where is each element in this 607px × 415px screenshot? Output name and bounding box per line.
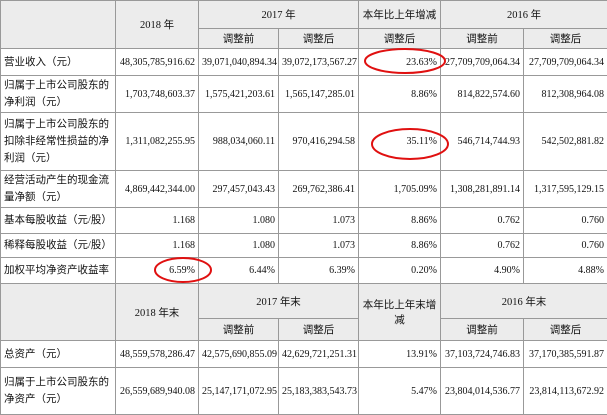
table-cell: 6.39% xyxy=(279,258,359,284)
table-cell: 39,072,173,567.27 xyxy=(279,49,359,76)
table-cell: 546,714,744.93 xyxy=(441,113,524,171)
table-cell: 归属于上市公司股东的净资产（元） xyxy=(1,368,116,415)
table-cell: 总资产（元） xyxy=(1,341,116,368)
table-cell: 1,311,082,255.95 xyxy=(116,113,199,171)
table-cell: 调整后 xyxy=(524,29,607,49)
table-cell: 2018 年末 xyxy=(116,284,199,341)
table-cell: 经营活动产生的现金流量净额（元） xyxy=(1,171,116,208)
table-cell: 调整后 xyxy=(279,319,359,341)
table-cell: 2017 年末 xyxy=(199,284,359,319)
table-cell: 27,709,709,064.34 xyxy=(524,49,607,76)
table-cell: 8.86% xyxy=(359,76,441,113)
table-cell: 2016 年末 xyxy=(441,284,607,319)
table-cell: 5.47% xyxy=(359,368,441,415)
table-cell: 调整前 xyxy=(199,29,279,49)
table-cell: 1,705.09% xyxy=(359,171,441,208)
table-cell: 1,308,281,891.14 xyxy=(441,171,524,208)
table-cell: 调整后 xyxy=(524,319,607,341)
table-cell: 本年比上年增减 xyxy=(359,1,441,29)
table-cell: 25,183,383,543.73 xyxy=(279,368,359,415)
table-cell: 1,317,595,129.15 xyxy=(524,171,607,208)
table-cell: 37,170,385,591.87 xyxy=(524,341,607,368)
table-cell: 调整前 xyxy=(441,29,524,49)
table-cell: 调整后 xyxy=(279,29,359,49)
table-cell: 42,629,721,251.31 xyxy=(279,341,359,368)
table-cell: 归属于上市公司股东的扣除非经常性损益的净利润（元） xyxy=(1,113,116,171)
table-cell: 调整前 xyxy=(441,319,524,341)
table-cell: 加权平均净资产收益率 xyxy=(1,258,116,284)
table-cell: 调整后 xyxy=(359,29,441,49)
table-cell: 2017 年 xyxy=(199,1,359,29)
table-cell: 1,703,748,603.37 xyxy=(116,76,199,113)
table-cell: 4.88% xyxy=(524,258,607,284)
table-cell: 8.86% xyxy=(359,234,441,258)
table-cell: 23,814,113,672.92 xyxy=(524,368,607,415)
table-cell: 42,575,690,855.09 xyxy=(199,341,279,368)
table-cell xyxy=(1,1,116,49)
table-cell: 0.760 xyxy=(524,234,607,258)
table-cell: 25,147,171,072.95 xyxy=(199,368,279,415)
table-cell: 23,804,014,536.77 xyxy=(441,368,524,415)
table-cell: 1,565,147,285.01 xyxy=(279,76,359,113)
table-cell: 调整前 xyxy=(199,319,279,341)
table-cell: 0.762 xyxy=(441,208,524,234)
table-cell: 营业收入（元） xyxy=(1,49,116,76)
table-cell: 1.080 xyxy=(199,208,279,234)
table-cell: 0.20% xyxy=(359,258,441,284)
table-cell: 4.90% xyxy=(441,258,524,284)
table-cell: 13.91% xyxy=(359,341,441,368)
table-cell: 1.080 xyxy=(199,234,279,258)
table-cell: 归属于上市公司股东的净利润（元） xyxy=(1,76,116,113)
table-cell: 1.168 xyxy=(116,208,199,234)
table-cell: 1,575,421,203.61 xyxy=(199,76,279,113)
table-cell: 6.44% xyxy=(199,258,279,284)
table-cell: 39,071,040,894.34 xyxy=(199,49,279,76)
table-cell: 4,869,442,344.00 xyxy=(116,171,199,208)
table-cell: 23.63% xyxy=(359,49,441,76)
table-cell: 1.073 xyxy=(279,234,359,258)
table-row: 归属于上市公司股东的扣除非经常性损益的净利润（元）1,311,082,255.9… xyxy=(1,113,607,171)
table-cell: 297,457,043.43 xyxy=(199,171,279,208)
table-cell: 2018 年 xyxy=(116,1,199,49)
table-cell: 1.168 xyxy=(116,234,199,258)
table-cell: 814,822,574.60 xyxy=(441,76,524,113)
table-cell: 稀释每股收益（元/股） xyxy=(1,234,116,258)
table-cell: 26,559,689,940.08 xyxy=(116,368,199,415)
table-cell: 8.86% xyxy=(359,208,441,234)
table-cell: 2016 年 xyxy=(441,1,607,29)
table-cell: 0.760 xyxy=(524,208,607,234)
table-cell: 基本每股收益（元/股） xyxy=(1,208,116,234)
table-cell: 269,762,386.41 xyxy=(279,171,359,208)
table-cell: 37,103,724,746.83 xyxy=(441,341,524,368)
table-cell: 48,559,578,286.47 xyxy=(116,341,199,368)
table-cell: 6.59% xyxy=(116,258,199,284)
table-cell: 35.11% xyxy=(359,113,441,171)
table-cell: 本年比上年末增减 xyxy=(359,284,441,341)
table-cell: 27,709,709,064.34 xyxy=(441,49,524,76)
table-cell: 988,034,060.11 xyxy=(199,113,279,171)
table-cell: 812,308,964.08 xyxy=(524,76,607,113)
table-cell: 1.073 xyxy=(279,208,359,234)
table-cell xyxy=(1,284,116,341)
table-cell: 970,416,294.58 xyxy=(279,113,359,171)
table-cell: 48,305,785,916.62 xyxy=(116,49,199,76)
table-cell: 0.762 xyxy=(441,234,524,258)
table-cell: 542,502,881.82 xyxy=(524,113,607,171)
